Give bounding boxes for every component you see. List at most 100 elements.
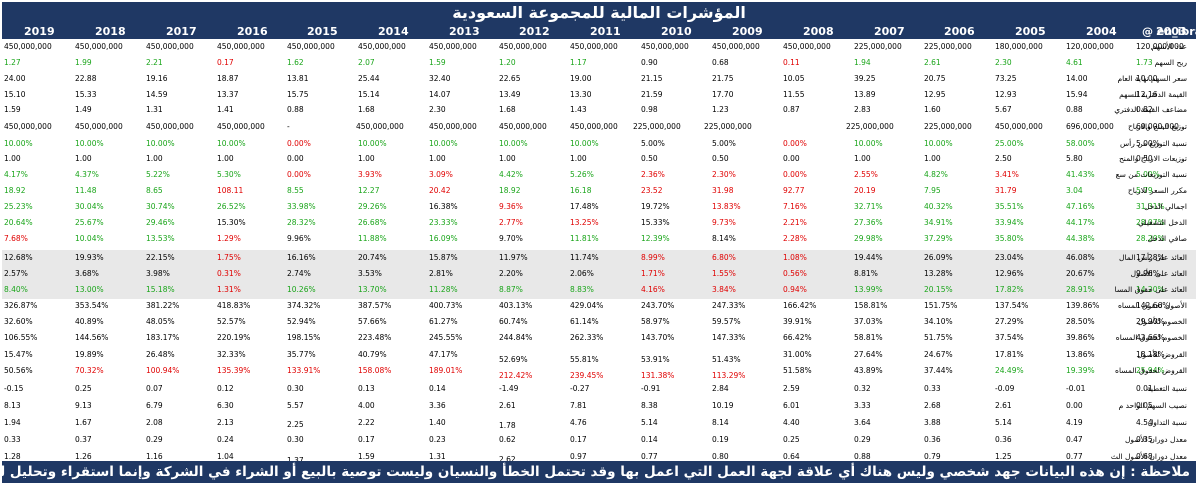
table-cell: 14.00 — [1066, 74, 1088, 83]
table-cell: 29.26% — [358, 202, 387, 211]
table-cell: 450,000,000 — [429, 122, 477, 131]
table-cell: 2.30 — [995, 58, 1012, 67]
table-cell: 450,000,000 — [217, 42, 265, 51]
table-cell: 10.00% — [429, 139, 458, 148]
table-cell: 225,000,000 — [924, 42, 972, 51]
row-label: مكرر السعر للارباح — [1127, 186, 1187, 195]
table-cell: 44.17% — [1066, 218, 1095, 227]
table-cell: 450,000,000 — [995, 122, 1043, 131]
table-cell: 25.44 — [358, 74, 380, 83]
table-cell: 29.46% — [146, 218, 175, 227]
disclaimer-note: ملاحظة : إن هذه البيانات جهد شخصي وليس ه… — [2, 461, 1196, 483]
table-cell: 27.36% — [854, 218, 883, 227]
table-cell: 374.32% — [287, 301, 321, 310]
table-cell: 27.64% — [854, 350, 883, 359]
table-cell: 3.04 — [1066, 186, 1083, 195]
table-cell: 10.00% — [217, 139, 246, 148]
row-label: مضاعف القيمة الدفتري — [1114, 105, 1187, 114]
table-cell: 39.91% — [783, 317, 812, 326]
table-cell: 20.75 — [924, 74, 946, 83]
year-header-bar — [2, 24, 1196, 39]
table-cell: 12.16 — [1136, 90, 1158, 99]
table-cell: 450,000,000 — [4, 42, 52, 51]
table-cell: 0.14 — [641, 435, 658, 444]
table-cell: 18.92 — [499, 186, 521, 195]
table-cell: 27.29% — [995, 317, 1024, 326]
table-cell: 225,000,000 — [633, 122, 681, 131]
table-cell: 12.93 — [995, 90, 1017, 99]
table-cell: 15.94 — [1066, 90, 1088, 99]
row-label: صافي الدخل — [1147, 234, 1188, 243]
table-cell: 245.55% — [429, 333, 463, 342]
table-cell: 0.35 — [1136, 435, 1153, 444]
table-cell: 11.55 — [783, 90, 805, 99]
table-cell: 0.14 — [429, 384, 446, 393]
table-cell: 3.93% — [358, 170, 382, 179]
table-cell: 108.11 — [217, 186, 244, 195]
table-cell: 5.00% — [712, 139, 736, 148]
table-cell: 44.38% — [1066, 234, 1095, 243]
table-cell: 16.38% — [429, 202, 458, 211]
table-cell: 2.30% — [712, 170, 736, 179]
table-cell: 2.74% — [287, 269, 311, 278]
table-cell: 46.08% — [1066, 253, 1095, 262]
table-cell: 8.38 — [641, 401, 658, 410]
table-cell: 450,000,000 — [217, 122, 265, 131]
table-cell: 53.91% — [641, 355, 670, 364]
table-cell: 17.81% — [995, 350, 1024, 359]
row-label: نسبة التوزيعات من سع — [1115, 170, 1187, 179]
table-cell: 166.42% — [783, 301, 817, 310]
table-cell: 3.41% — [995, 170, 1019, 179]
table-cell: 5.30% — [217, 170, 241, 179]
table-cell: 10.05 — [783, 74, 805, 83]
table-cell: 1.99 — [75, 58, 92, 67]
table-cell: 1.00 — [146, 154, 163, 163]
table-cell: 2.20% — [499, 269, 523, 278]
table-cell: 5.14 — [995, 418, 1012, 427]
table-cell: 220.19% — [217, 333, 251, 342]
table-cell: 10.00% — [499, 139, 528, 148]
table-cell: 20.74% — [358, 253, 387, 262]
table-cell: 0.33 — [924, 384, 941, 393]
table-cell: 0.87 — [783, 105, 800, 114]
table-cell: 41.43% — [1066, 170, 1095, 179]
table-cell: 28.91% — [1066, 285, 1095, 294]
table-cell: 0.00% — [783, 170, 807, 179]
table-cell: 13.00% — [75, 285, 104, 294]
table-cell: 0.00 — [1066, 401, 1083, 410]
table-cell: 22.65 — [499, 74, 521, 83]
table-cell: 450,000,000 — [146, 42, 194, 51]
table-cell: 450,000,000 — [570, 122, 618, 131]
table-cell: 47.17% — [429, 350, 458, 359]
table-cell: 133.91% — [287, 366, 321, 375]
table-cell: 5.57 — [287, 401, 304, 410]
table-cell: 0.97 — [570, 452, 587, 461]
row-label: معدل دوران الأصول — [1124, 435, 1187, 444]
table-cell: 52.94% — [287, 317, 316, 326]
table-cell: 39.86% — [1066, 333, 1095, 342]
table-cell: 1.27 — [4, 58, 21, 67]
table-cell: 37.29% — [924, 234, 953, 243]
table-cell: 1.41 — [217, 105, 234, 114]
table-cell: 22.15% — [146, 253, 175, 262]
table-cell: 2.61 — [924, 58, 941, 67]
table-cell: 2.83 — [854, 105, 871, 114]
table-cell: 120,000,000 — [1136, 42, 1184, 51]
table-cell: 58.81% — [854, 333, 883, 342]
table-cell: 40.79% — [358, 350, 387, 359]
table-cell: 17.70 — [712, 90, 734, 99]
table-cell: 0.12 — [217, 384, 234, 393]
table-cell: 1.59 — [4, 105, 21, 114]
table-cell: 353.54% — [75, 301, 109, 310]
row-label: الدخل التشغيلي — [1138, 218, 1187, 227]
table-cell: 0.82 — [1136, 105, 1153, 114]
table-cell: 2.13 — [217, 418, 234, 427]
table-cell: 19.39% — [1066, 366, 1095, 375]
table-cell: 1.00 — [358, 154, 375, 163]
table-cell: 9.36% — [499, 202, 523, 211]
table-cell: 0.68 — [712, 58, 729, 67]
table-cell: 0.29 — [854, 435, 871, 444]
table-cell: 0.13 — [358, 384, 375, 393]
table-cell: 0.68 — [1136, 452, 1153, 461]
table-cell: 429.04% — [570, 301, 604, 310]
